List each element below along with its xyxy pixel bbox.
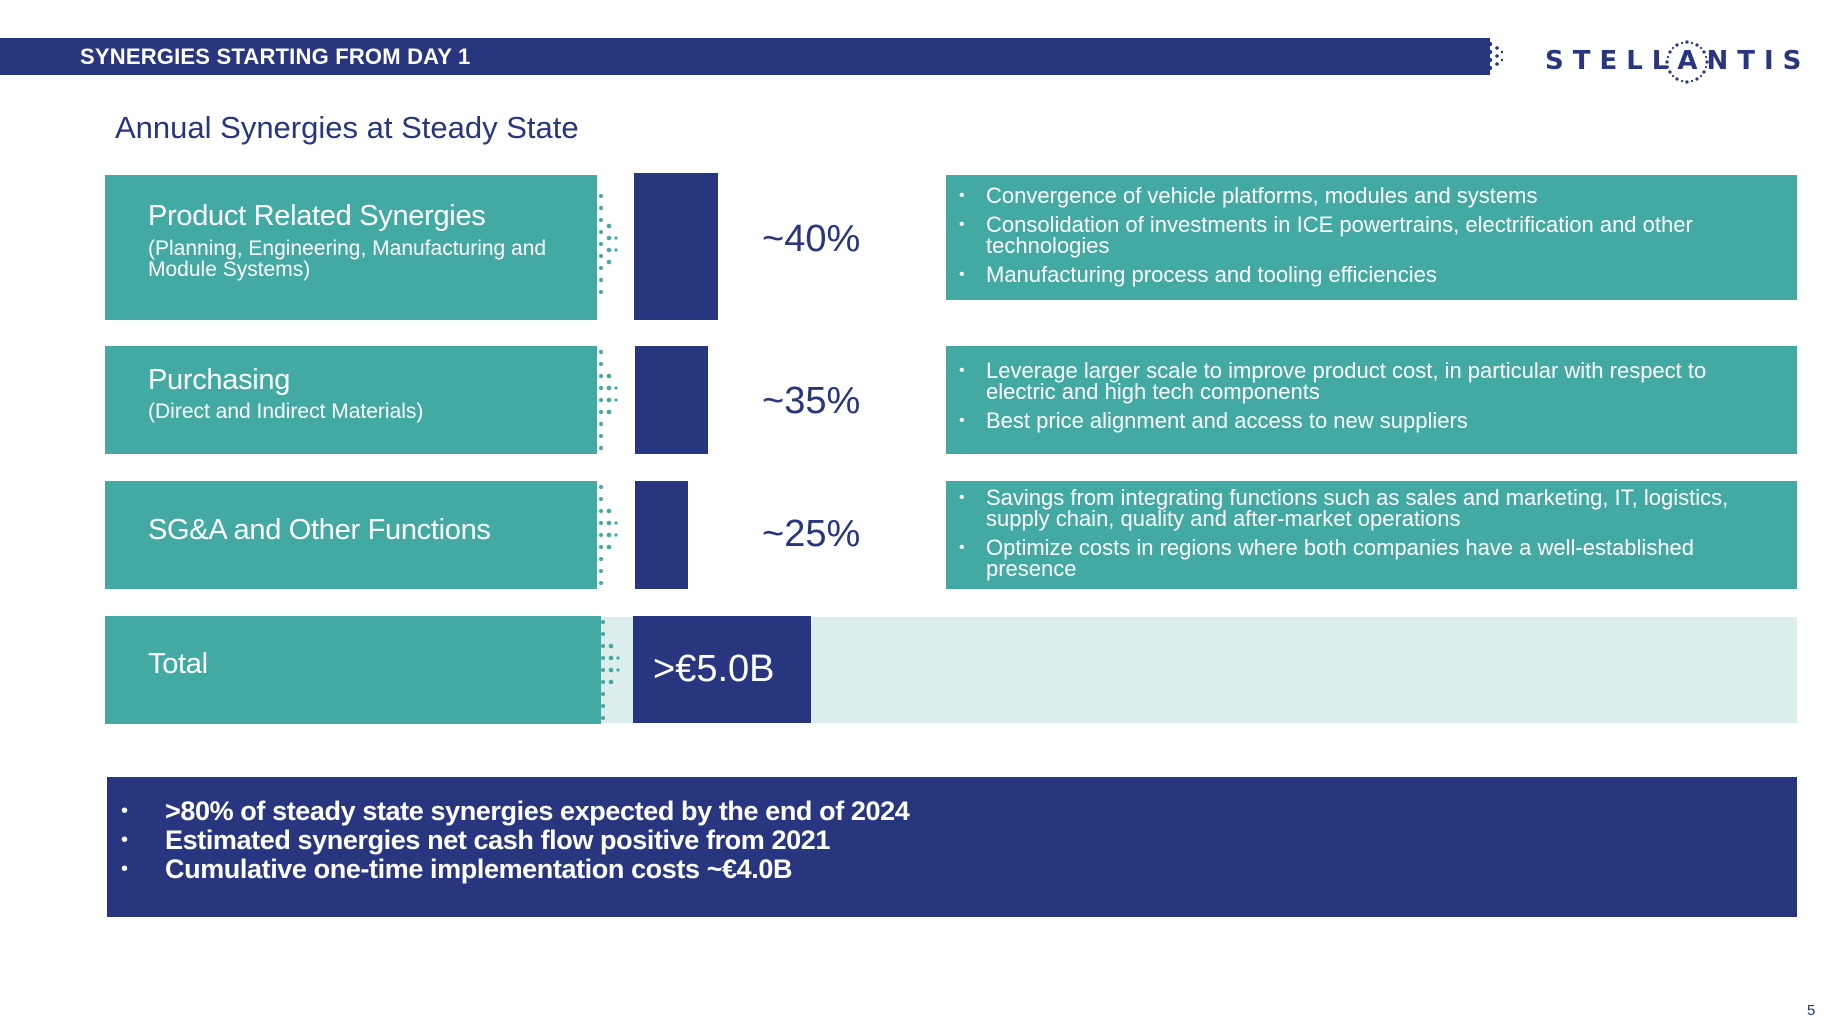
row-label-total: Total	[105, 616, 601, 724]
total-label: Total	[148, 648, 208, 680]
share-bar-sga	[635, 481, 688, 589]
share-percent: ~25%	[762, 513, 861, 555]
header-bar: SYNERGIES STARTING FROM DAY 1	[0, 38, 1490, 75]
row-label-sga: SG&A and Other Functions	[105, 481, 597, 589]
description-box: Leverage larger scale to improve product…	[946, 346, 1797, 454]
share-bar-product	[634, 173, 718, 320]
share-percent: ~40%	[762, 218, 861, 260]
summary-item: Cumulative one-time implementation costs…	[121, 855, 1797, 885]
logo-text: STELLANTIS	[1545, 46, 1811, 76]
share-percent: ~35%	[762, 380, 861, 422]
bullet-item: Convergence of vehicle platforms, module…	[959, 185, 1777, 207]
description-box: Convergence of vehicle platforms, module…	[946, 175, 1797, 300]
row-label-purchasing: Purchasing (Direct and Indirect Material…	[105, 346, 597, 454]
summary-item: >80% of steady state synergies expected …	[121, 797, 1797, 827]
bullet-item: Savings from integrating functions such …	[959, 487, 1777, 530]
total-value: >€5.0B	[633, 616, 811, 723]
row-title: SG&A and Other Functions	[148, 514, 491, 546]
summary-box: >80% of steady state synergies expected …	[107, 777, 1797, 917]
page-number: 5	[1807, 1002, 1816, 1019]
description-box: Savings from integrating functions such …	[946, 481, 1797, 589]
dots-decoration-icon	[1487, 41, 1504, 71]
dots-decoration-icon	[599, 350, 618, 450]
bullet-item: Leverage larger scale to improve product…	[959, 360, 1777, 403]
row-title: Product Related Synergies	[148, 200, 486, 232]
summary-item: Estimated synergies net cash flow positi…	[121, 826, 1797, 856]
dots-decoration-icon	[601, 620, 620, 720]
dots-decoration-icon	[599, 485, 618, 585]
row-subtitle: (Planning, Engineering, Manufacturing an…	[148, 237, 547, 281]
dots-decoration-icon	[599, 194, 618, 294]
row-title: Purchasing	[148, 364, 291, 396]
logo-star-icon	[1665, 40, 1709, 84]
bullet-item: Manufacturing process and tooling effici…	[959, 264, 1777, 286]
share-bar-purchasing	[635, 346, 708, 454]
bullet-item: Consolidation of investments in ICE powe…	[959, 214, 1777, 257]
row-label-product: Product Related Synergies (Planning, Eng…	[105, 175, 597, 320]
slide-title: SYNERGIES STARTING FROM DAY 1	[80, 44, 471, 69]
bullet-item: Optimize costs in regions where both com…	[959, 537, 1777, 580]
row-subtitle: (Direct and Indirect Materials)	[148, 400, 424, 423]
bullet-item: Best price alignment and access to new s…	[959, 410, 1777, 432]
section-subtitle: Annual Synergies at Steady State	[115, 110, 579, 145]
stellantis-logo: STELLANTIS	[1545, 40, 1805, 86]
